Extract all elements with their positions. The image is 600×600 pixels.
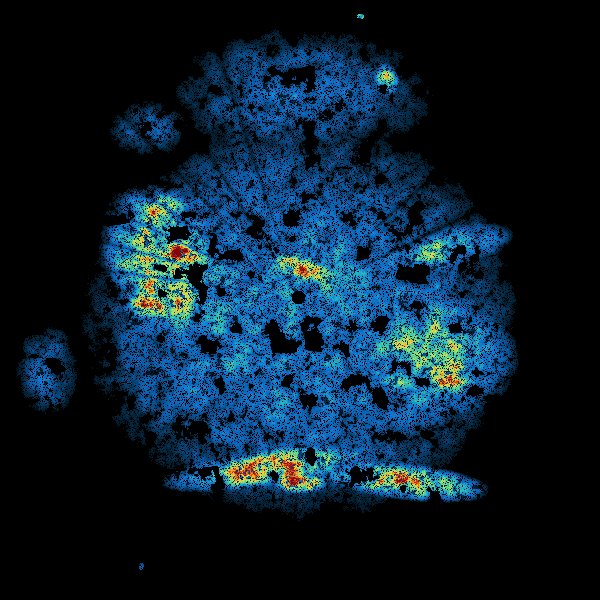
radar-reflectivity-plot (0, 0, 600, 600)
radar-image-viewport: dBZ (0, 0, 600, 600)
